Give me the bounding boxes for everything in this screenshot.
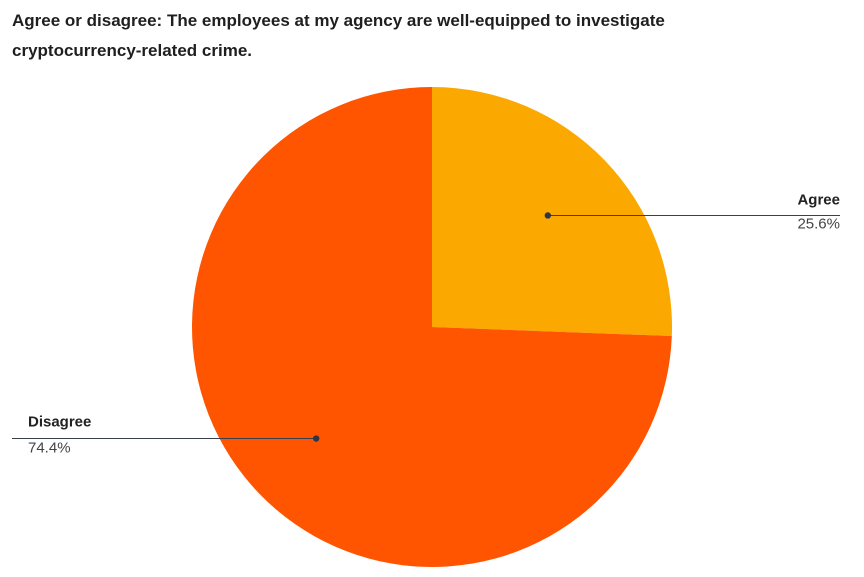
slice-value-disagree: 74.4% bbox=[28, 440, 71, 457]
slice-labels: Agree 25.6% Disagree 74.4% bbox=[28, 191, 840, 456]
pie-slices bbox=[192, 87, 672, 567]
leader-lines bbox=[12, 212, 840, 442]
slice-label-agree: Agree bbox=[797, 191, 840, 208]
pie-slice-disagree bbox=[192, 87, 672, 567]
chart-title: Agree or disagree: The employees at my a… bbox=[12, 11, 665, 60]
slice-label-disagree: Disagree bbox=[28, 414, 91, 431]
leader-dot-disagree bbox=[312, 435, 320, 442]
leader-dot-agree bbox=[544, 212, 552, 219]
slice-value-agree: 25.6% bbox=[797, 215, 840, 232]
pie-slice-agree bbox=[432, 87, 672, 337]
